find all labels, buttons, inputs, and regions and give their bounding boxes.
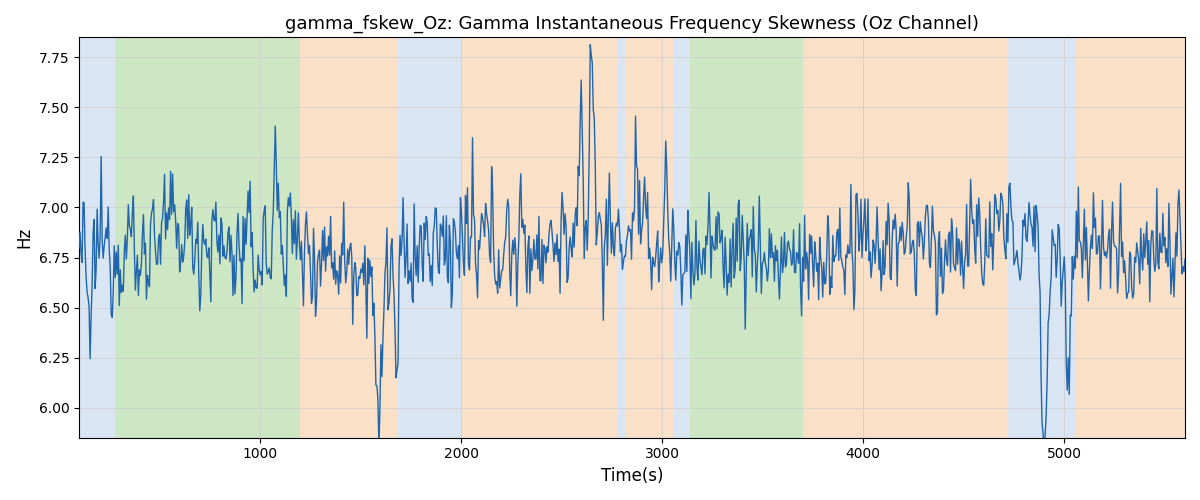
Bar — [674, 38, 690, 438]
Bar — [115, 38, 300, 438]
Bar — [618, 38, 626, 438]
Bar — [1008, 38, 1076, 438]
Bar — [79, 38, 115, 438]
Bar — [803, 38, 815, 438]
Bar — [815, 38, 1008, 438]
Bar — [300, 38, 397, 438]
X-axis label: Time(s): Time(s) — [601, 467, 664, 485]
Title: gamma_fskew_Oz: Gamma Instantaneous Frequency Skewness (Oz Channel): gamma_fskew_Oz: Gamma Instantaneous Freq… — [286, 15, 979, 34]
Bar — [461, 38, 618, 438]
Bar — [1076, 38, 1200, 438]
Y-axis label: Hz: Hz — [14, 227, 32, 248]
Bar — [626, 38, 674, 438]
Bar — [397, 38, 461, 438]
Bar — [690, 38, 803, 438]
